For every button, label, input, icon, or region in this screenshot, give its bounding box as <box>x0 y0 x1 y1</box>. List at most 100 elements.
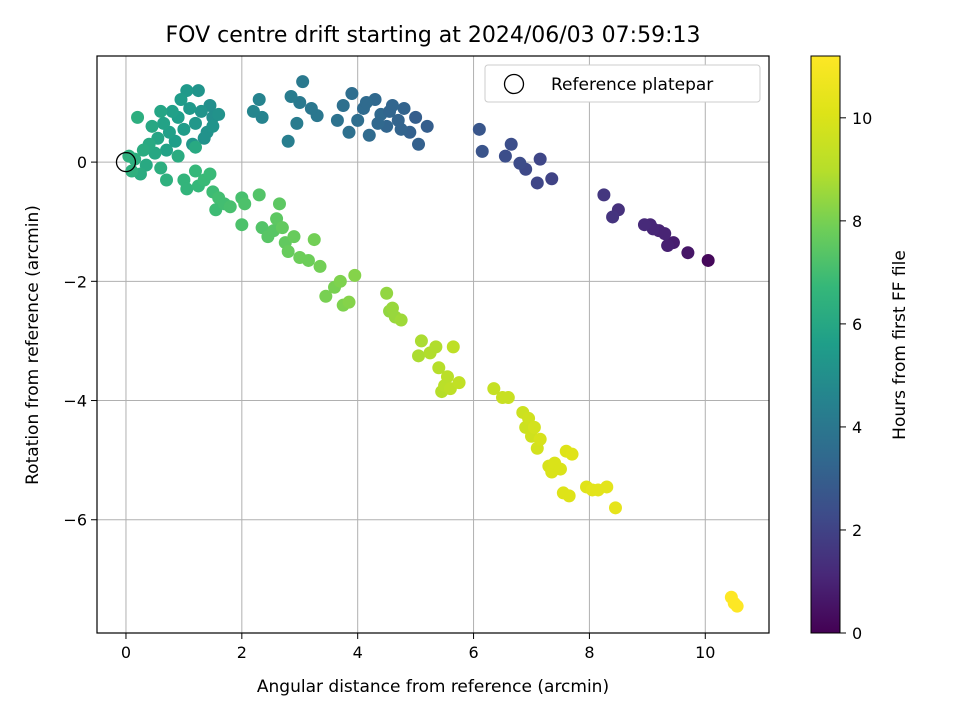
data-point <box>412 349 426 363</box>
legend-label: Reference platepar <box>551 75 713 95</box>
data-point <box>131 110 145 124</box>
legend-box <box>484 64 761 103</box>
data-point <box>432 361 446 375</box>
data-point <box>188 116 202 130</box>
data-point <box>351 113 365 127</box>
data-point <box>160 143 174 157</box>
data-point <box>498 149 512 163</box>
grid-lines <box>97 56 769 633</box>
data-point <box>197 131 211 145</box>
data-point <box>319 289 333 303</box>
data-point <box>301 253 315 267</box>
data-point <box>342 125 356 139</box>
legend-marker <box>503 73 525 95</box>
data-point <box>330 113 344 127</box>
data-point <box>348 268 362 282</box>
data-point <box>212 107 226 121</box>
colorbar-tick-label: 8 <box>852 212 862 231</box>
data-point <box>180 182 194 196</box>
data-point <box>287 230 301 244</box>
colorbar-tick-label: 0 <box>852 624 862 643</box>
data-point <box>701 253 715 267</box>
data-point <box>136 143 150 157</box>
x-tick-label: 4 <box>353 643 363 662</box>
data-point <box>154 104 168 118</box>
y-tick-label: 0 <box>77 153 87 172</box>
reference-point <box>115 151 137 173</box>
data-point <box>597 188 611 202</box>
data-point <box>409 110 423 124</box>
data-point <box>412 137 426 151</box>
data-point <box>530 176 544 190</box>
data-point <box>553 462 567 476</box>
data-point <box>637 218 651 232</box>
data-point <box>171 149 185 163</box>
data-point <box>281 245 295 259</box>
data-point <box>154 161 168 175</box>
y-tick-label: −2 <box>63 272 87 291</box>
data-point <box>606 210 620 224</box>
data-point <box>284 90 298 104</box>
data-point <box>681 246 695 260</box>
data-point <box>420 119 434 133</box>
data-point <box>203 167 217 181</box>
data-point <box>206 119 220 133</box>
x-tick-label: 10 <box>695 643 715 662</box>
data-point <box>296 75 310 89</box>
data-point <box>275 221 289 235</box>
data-point <box>504 137 518 151</box>
data-point <box>272 197 286 211</box>
x-tick-label: 0 <box>121 643 131 662</box>
data-point <box>304 101 318 115</box>
data-point <box>125 164 139 178</box>
data-point <box>501 391 515 405</box>
data-point <box>562 489 576 503</box>
colorbar-tick-label: 6 <box>852 315 862 334</box>
data-point <box>333 274 347 288</box>
data-point <box>281 134 295 148</box>
data-point <box>533 152 547 166</box>
data-point <box>235 218 249 232</box>
colorbar-tick-label: 10 <box>852 109 872 128</box>
data-point <box>380 286 394 300</box>
data-point <box>246 104 260 118</box>
data-point <box>188 164 202 178</box>
data-point <box>174 93 188 107</box>
data-point <box>238 197 252 211</box>
data-point <box>188 140 202 154</box>
data-point <box>446 340 460 354</box>
data-point <box>661 239 675 253</box>
data-point <box>452 376 466 390</box>
plot-frame <box>96 55 770 634</box>
data-point <box>429 340 443 354</box>
x-tick-label: 6 <box>468 643 478 662</box>
data-point <box>371 116 385 130</box>
y-tick-label: −6 <box>63 511 87 530</box>
x-tick-label: 8 <box>584 643 594 662</box>
data-point <box>487 382 501 396</box>
x-tick-label: 2 <box>237 643 247 662</box>
data-point <box>600 480 614 494</box>
chart-title: FOV centre drift starting at 2024/06/03 … <box>166 23 701 48</box>
colorbar-ticks: 0 2 4 6 8 10 <box>840 109 872 643</box>
data-point <box>342 295 356 309</box>
data-point <box>165 104 179 118</box>
data-point <box>545 172 559 186</box>
data-point <box>414 334 428 348</box>
data-point <box>194 104 208 118</box>
data-point <box>475 144 489 158</box>
colorbar-label: Hours from first FF file <box>890 250 910 440</box>
data-point <box>290 116 304 130</box>
data-point <box>307 233 321 247</box>
data-point <box>533 432 547 446</box>
y-tick-label: −4 <box>63 392 87 411</box>
y-axis-ticks: 0 −2 −4 −6 <box>63 153 97 530</box>
data-point <box>608 501 622 515</box>
data-points <box>122 75 744 613</box>
data-point <box>183 101 197 115</box>
colorbar-gradient <box>810 55 841 634</box>
data-point <box>383 104 397 118</box>
data-point <box>565 447 579 461</box>
data-point <box>252 93 266 107</box>
